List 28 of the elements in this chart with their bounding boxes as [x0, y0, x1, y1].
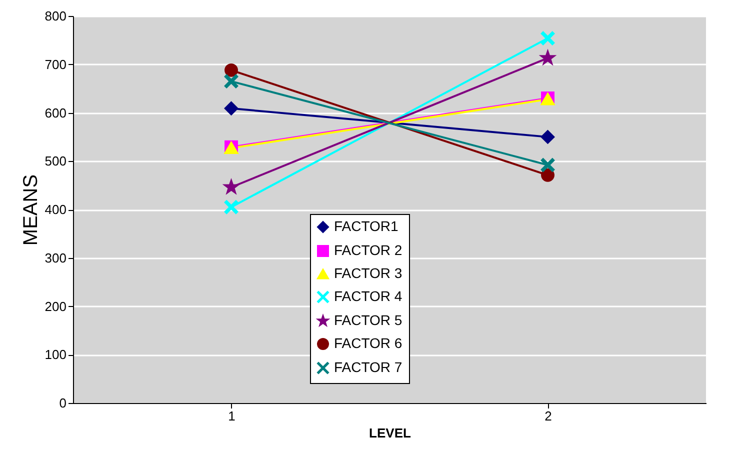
- legend-label: FACTOR 3: [334, 265, 402, 281]
- point: [541, 168, 554, 182]
- y-axis-title: MEANS: [20, 174, 42, 246]
- legend-label: FACTOR1: [334, 218, 399, 234]
- y-tick-label: 500: [44, 154, 66, 169]
- point: [224, 74, 238, 88]
- point: [224, 102, 238, 116]
- y-tick-label: 600: [44, 105, 66, 120]
- y-tick-label: 300: [44, 250, 66, 266]
- legend-label: FACTOR 2: [334, 242, 402, 258]
- legend-label: FACTOR 7: [334, 359, 402, 375]
- y-tick-label: 700: [44, 56, 66, 72]
- y-tick-label: 200: [44, 298, 66, 314]
- point: [541, 158, 554, 172]
- x-tick-label: 2: [544, 408, 552, 424]
- point: [541, 32, 554, 45]
- point: [541, 130, 554, 144]
- x-axis-title: LEVEL: [369, 426, 411, 440]
- point: [224, 200, 238, 214]
- point: [224, 63, 238, 77]
- legend-label: FACTOR 4: [334, 288, 402, 304]
- legend-label: FACTOR 5: [334, 312, 402, 328]
- y-tick-label: 0: [59, 396, 66, 410]
- y-tick-label: 100: [44, 347, 66, 362]
- x-tick-label: 1: [228, 408, 236, 424]
- legend-label: FACTOR 6: [334, 335, 402, 351]
- y-tick-label: 400: [44, 202, 66, 217]
- y-tick-label: 800: [44, 8, 66, 24]
